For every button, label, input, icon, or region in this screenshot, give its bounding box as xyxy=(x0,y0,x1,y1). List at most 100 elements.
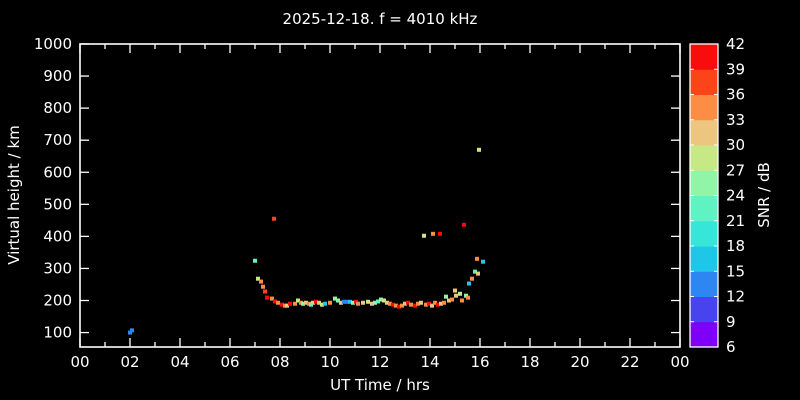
data-point xyxy=(409,302,413,307)
y-tick-label: 700 xyxy=(43,131,72,149)
colorbar-segment xyxy=(690,296,718,323)
y-tick-label: 1000 xyxy=(34,35,72,53)
x-tick-label: 04 xyxy=(170,353,189,371)
data-point xyxy=(259,279,263,284)
data-point xyxy=(288,301,292,306)
x-tick-label: 14 xyxy=(420,353,439,371)
data-point xyxy=(261,284,265,289)
colorbar-tick-label: 15 xyxy=(726,262,745,280)
x-tick-label: 00 xyxy=(70,353,89,371)
data-point xyxy=(394,303,398,308)
y-tick-label: 300 xyxy=(43,259,72,277)
colorbar xyxy=(689,43,719,348)
colorbar-tick-labels: 6 9 12 15 18 21 24 27 30 33 36 39 42 xyxy=(726,35,745,356)
data-point xyxy=(293,301,297,306)
colorbar-tick-label: 39 xyxy=(726,60,745,78)
data-point xyxy=(433,300,437,305)
colorbar-tick-label: 6 xyxy=(726,338,736,356)
colorbar-tick-label: 21 xyxy=(726,212,745,230)
x-axis-tick-labels: 00 02 04 06 08 10 12 14 16 18 20 22 00 xyxy=(70,353,689,371)
data-point xyxy=(430,303,434,308)
data-point xyxy=(427,301,431,306)
data-point xyxy=(263,289,267,294)
colorbar-segment xyxy=(690,94,718,121)
colorbar-segment xyxy=(690,321,718,348)
data-point xyxy=(400,303,404,308)
data-point xyxy=(436,302,440,307)
data-point xyxy=(130,328,134,333)
x-tick-label: 20 xyxy=(570,353,589,371)
colorbar-segment xyxy=(690,170,718,196)
data-point xyxy=(447,298,451,303)
data-point xyxy=(424,302,428,307)
data-point xyxy=(370,301,374,306)
data-point xyxy=(477,147,481,152)
data-point xyxy=(314,299,318,304)
y-axis-ticks xyxy=(80,43,680,334)
y-tick-label: 900 xyxy=(43,67,72,85)
colorbar-segment xyxy=(690,220,718,247)
x-tick-label: 16 xyxy=(470,353,489,371)
colorbar-tick-label: 18 xyxy=(726,237,745,255)
data-point xyxy=(391,302,395,307)
colorbar-tick-label: 27 xyxy=(726,161,745,179)
data-point xyxy=(356,301,360,306)
colorbar-tick-label: 33 xyxy=(726,111,745,129)
x-tick-label: 02 xyxy=(120,353,139,371)
x-tick-label: 18 xyxy=(520,353,539,371)
data-point xyxy=(265,295,269,300)
x-tick-label: 10 xyxy=(320,353,339,371)
data-point xyxy=(361,300,365,305)
data-point xyxy=(301,301,305,306)
x-tick-label: 12 xyxy=(370,353,389,371)
colorbar-segment xyxy=(690,195,718,222)
data-point xyxy=(351,300,355,305)
data-point xyxy=(438,231,442,236)
data-points xyxy=(128,147,485,335)
data-point xyxy=(336,298,340,303)
data-point xyxy=(320,302,324,307)
data-point xyxy=(345,299,349,304)
colorbar-segment xyxy=(690,246,718,272)
colorbar-tick-label: 24 xyxy=(726,187,745,205)
data-point xyxy=(458,291,462,296)
data-point xyxy=(439,301,443,306)
y-tick-label: 400 xyxy=(43,227,72,245)
data-point xyxy=(454,293,458,298)
data-point xyxy=(253,258,257,263)
data-point xyxy=(460,298,464,303)
data-point xyxy=(388,301,392,306)
data-point xyxy=(270,296,274,301)
data-point xyxy=(296,298,300,303)
data-point xyxy=(416,301,420,306)
data-point xyxy=(256,276,260,281)
data-point xyxy=(323,301,327,306)
data-point xyxy=(339,300,343,305)
colorbar-tick-label: 9 xyxy=(726,313,736,331)
data-point xyxy=(304,300,308,305)
data-point xyxy=(333,296,337,301)
colorbar-tick-label: 12 xyxy=(726,288,745,306)
data-point xyxy=(397,304,401,309)
chart-title: 2025-12-18. f = 4010 kHz xyxy=(282,10,478,28)
data-point xyxy=(366,299,370,304)
colorbar-segment xyxy=(690,69,718,95)
data-point xyxy=(467,281,471,286)
data-point xyxy=(342,299,346,304)
y-axis-tick-labels: 100 200 300 400 500 600 700 800 900 1000 xyxy=(34,35,72,342)
x-tick-label: 06 xyxy=(220,353,239,371)
data-point xyxy=(328,300,332,305)
data-point xyxy=(317,300,321,305)
y-tick-label: 100 xyxy=(43,324,72,342)
data-point xyxy=(450,297,454,302)
data-point xyxy=(419,300,423,305)
data-point xyxy=(373,300,377,305)
data-point xyxy=(128,330,132,335)
y-tick-label: 500 xyxy=(43,195,72,213)
colorbar-segment xyxy=(690,119,718,146)
data-point xyxy=(379,297,383,302)
data-point xyxy=(376,299,380,304)
colorbar-tick-label: 30 xyxy=(726,136,745,154)
